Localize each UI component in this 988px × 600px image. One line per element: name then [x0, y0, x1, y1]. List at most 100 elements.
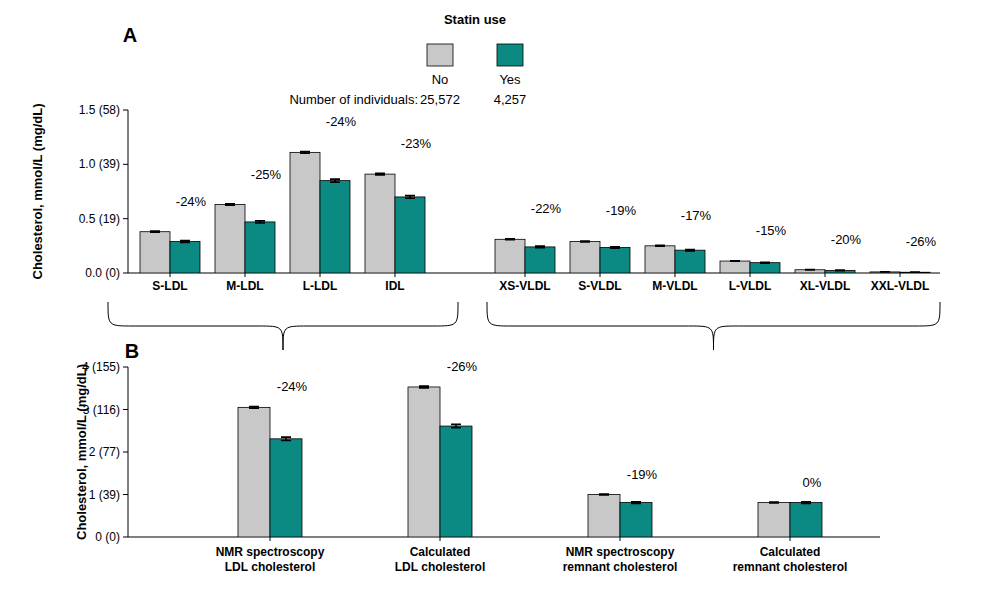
bar [675, 250, 705, 273]
bar [170, 241, 200, 273]
y-tick [123, 409, 128, 410]
y-axis-label: Cholesterol, mmol/L (mg/dL) [30, 104, 45, 280]
panel: A Cholesterol, mmol/L (mg/dL) 0.0 (0) 0.5 (… [30, 24, 940, 350]
error-bar [801, 502, 811, 504]
count-label: 25,572 [420, 92, 460, 107]
error-bar [180, 241, 190, 243]
y-tick-label: 1.5 (58) [79, 103, 120, 117]
error-bar [405, 196, 415, 199]
y-tick-label: 0 (0) [95, 530, 120, 544]
error-bar [375, 173, 385, 175]
error-bar [631, 502, 641, 504]
error-bar [730, 260, 740, 262]
change-label: -24% [277, 379, 308, 394]
plot-area [238, 386, 822, 537]
x-tick-label: S-VLDL [578, 279, 621, 293]
y-tick-label: 1 (39) [89, 488, 120, 502]
x-tick [600, 273, 601, 277]
change-label: -19% [606, 203, 637, 218]
x-tick [675, 273, 676, 277]
x-tick [395, 273, 396, 277]
bar [408, 387, 440, 537]
x-tick-label: NMR spectroscopyremnant cholesterol [563, 545, 678, 574]
bar [825, 270, 855, 273]
bar [525, 247, 555, 273]
plot-area [140, 152, 930, 273]
error-bar [255, 221, 265, 223]
change-label: -17% [681, 208, 712, 223]
error-bar [610, 247, 620, 249]
y-tick [123, 367, 128, 368]
x-tick-label: M-LDL [226, 279, 263, 293]
x-tick [440, 537, 441, 541]
y-tick [123, 273, 128, 274]
error-bar [535, 246, 545, 248]
legend-label: No [432, 72, 449, 87]
error-bar [835, 269, 845, 271]
bar [270, 439, 302, 537]
brace [108, 302, 458, 350]
x-tick [270, 537, 271, 541]
legend-label: Yes [499, 72, 521, 87]
x-tick [825, 273, 826, 277]
error-bar [655, 245, 665, 247]
x-tick [170, 273, 171, 277]
error-bar [805, 269, 815, 271]
error-bar [580, 240, 590, 242]
error-bar [281, 437, 291, 440]
bar [140, 232, 170, 273]
bar [750, 263, 780, 273]
error-bar [419, 386, 429, 388]
error-bar [769, 501, 779, 503]
bar [215, 205, 245, 273]
bar [395, 197, 425, 273]
x-tick-label: S-LDL [152, 279, 187, 293]
bar [290, 152, 320, 273]
x-tick-label: XXL-VLDL [871, 279, 930, 293]
change-label: -24% [326, 114, 357, 129]
x-tick [790, 537, 791, 541]
error-bar [760, 261, 770, 263]
change-label: -23% [401, 136, 432, 151]
figure: A Cholesterol, mmol/L (mg/dL) 0.0 (0) 0.5 (… [0, 0, 988, 600]
panel: BCholesterol, mmol/L (mg/dL)0 (0)1 (39)2… [74, 340, 880, 574]
error-bar [249, 407, 259, 409]
bar [720, 261, 750, 273]
legend-title: Statin use [444, 12, 506, 27]
panel-label: A [123, 24, 137, 46]
x-tick-label: L-LDL [303, 279, 338, 293]
legend: Statin useNumber of individuals:No25,572… [289, 12, 526, 107]
count-label: 4,257 [494, 92, 527, 107]
panel-label: B [125, 340, 139, 362]
bar [588, 495, 620, 538]
legend-swatch [497, 44, 523, 66]
y-tick [123, 110, 128, 111]
x-tick-label: M-VLDL [652, 279, 697, 293]
error-bar [880, 271, 890, 273]
x-tick [620, 537, 621, 541]
bar [245, 222, 275, 273]
y-tick-label: 4 (155) [82, 360, 120, 374]
bar [495, 239, 525, 273]
y-tick [123, 452, 128, 453]
bar [790, 503, 822, 537]
x-tick [750, 273, 751, 277]
x-tick [245, 273, 246, 277]
bar [440, 426, 472, 537]
brace [487, 302, 940, 350]
bar [620, 503, 652, 537]
x-tick-label: XS-VLDL [499, 279, 550, 293]
y-tick-label: 0.0 (0) [85, 266, 120, 280]
y-tick-label: 1.0 (39) [79, 157, 120, 171]
bar [900, 272, 930, 273]
y-tick-label: 0.5 (19) [79, 212, 120, 226]
error-bar [225, 204, 235, 205]
y-tick-label: 3 (116) [83, 403, 120, 417]
x-tick-label: IDL [385, 279, 404, 293]
y-tick [123, 494, 128, 495]
bar [570, 241, 600, 273]
x-tick [525, 273, 526, 277]
error-bar [300, 152, 310, 154]
error-bar [910, 271, 920, 273]
x-tick-label: Calculatedremnant cholesterol [733, 545, 848, 574]
